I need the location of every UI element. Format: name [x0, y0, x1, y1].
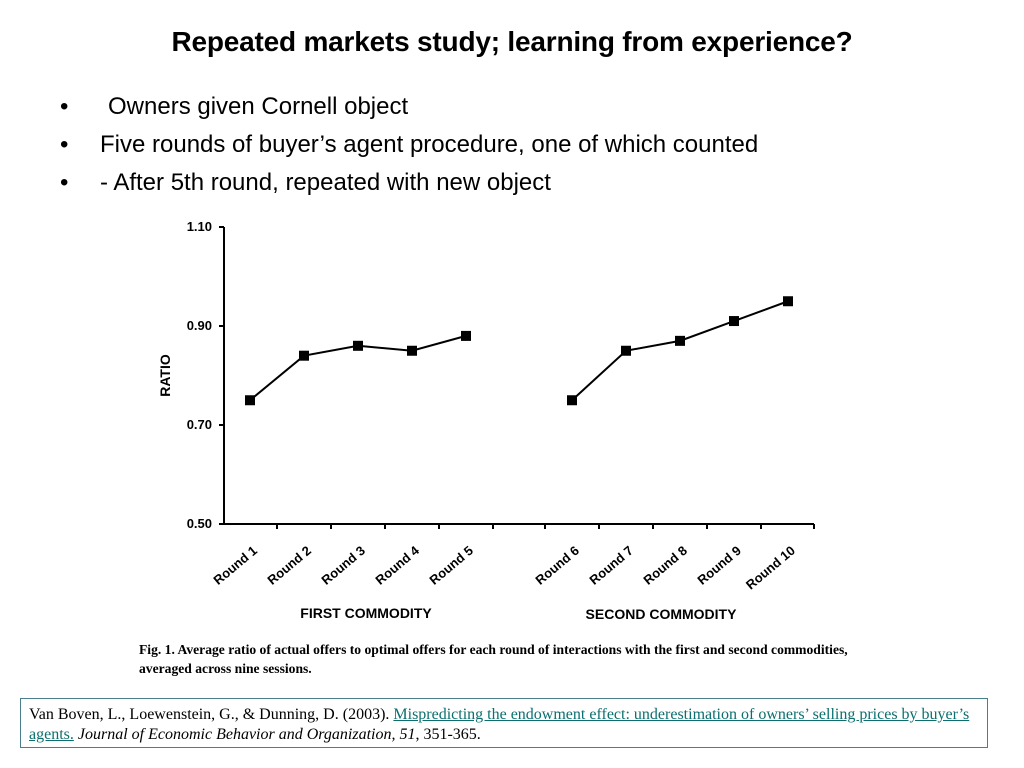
x-tick-label: Round 8 [640, 543, 689, 588]
data-point [353, 340, 363, 351]
data-point [675, 335, 685, 346]
data-point [567, 395, 577, 406]
bullet-text: - After 5th round, repeated with new obj… [100, 169, 551, 196]
x-tick-label: Round 10 [743, 543, 798, 593]
slide-title: Repeated markets study; learning from ex… [171, 26, 853, 57]
x-group-label: SECOND COMMODITY [586, 606, 738, 622]
data-point [461, 330, 471, 341]
reference-citation: Van Boven, L., Loewenstein, G., & Dunnin… [20, 698, 988, 748]
x-tick-label: Round 3 [318, 543, 367, 588]
x-tick-label: Round 4 [372, 542, 422, 587]
x-tick-label: Round 6 [532, 543, 581, 588]
bullet-marker: • [60, 93, 69, 120]
reference-authors: Van Boven, L., Loewenstein, G., & Dunnin… [29, 706, 394, 723]
data-point [299, 350, 309, 361]
reference-link[interactable]: Mispredicting the endowment effect: unde… [29, 706, 970, 743]
bullet-text: Five rounds of buyer’s agent procedure, … [100, 131, 759, 158]
series-line [571, 300, 789, 401]
bullet-text: Owners given Cornell object [108, 93, 409, 120]
x-tick-label: Round 2 [264, 543, 313, 588]
data-point [783, 296, 793, 307]
reference-journal: Journal of Economic Behavior and Organiz… [73, 726, 416, 743]
caption-text: Average ratio of actual offers to optima… [139, 642, 848, 676]
y-axis-title: RATIO [157, 354, 173, 397]
y-tick-label: 1.10 [187, 219, 212, 234]
data-point [729, 316, 739, 327]
y-tick-label: 0.50 [187, 516, 212, 531]
y-tick-label: 0.70 [187, 417, 212, 432]
data-point [245, 395, 255, 406]
bullet-marker: • [60, 131, 69, 158]
bullet-marker: • [60, 169, 69, 196]
figure-caption: Fig. 1. Average ratio of actual offers t… [139, 640, 859, 678]
caption-label: Fig. 1. [139, 642, 175, 657]
y-tick-label: 0.90 [187, 318, 212, 333]
x-tick-label: Round 9 [694, 543, 743, 588]
reference-pages: , 351-365. [415, 726, 481, 743]
x-tick-label: Round 5 [426, 543, 475, 588]
data-point [621, 345, 631, 356]
x-group-label: FIRST COMMODITY [300, 605, 432, 621]
x-tick-label: Round 7 [586, 543, 635, 588]
x-tick-label: Round 1 [210, 543, 259, 588]
data-point [407, 345, 417, 356]
